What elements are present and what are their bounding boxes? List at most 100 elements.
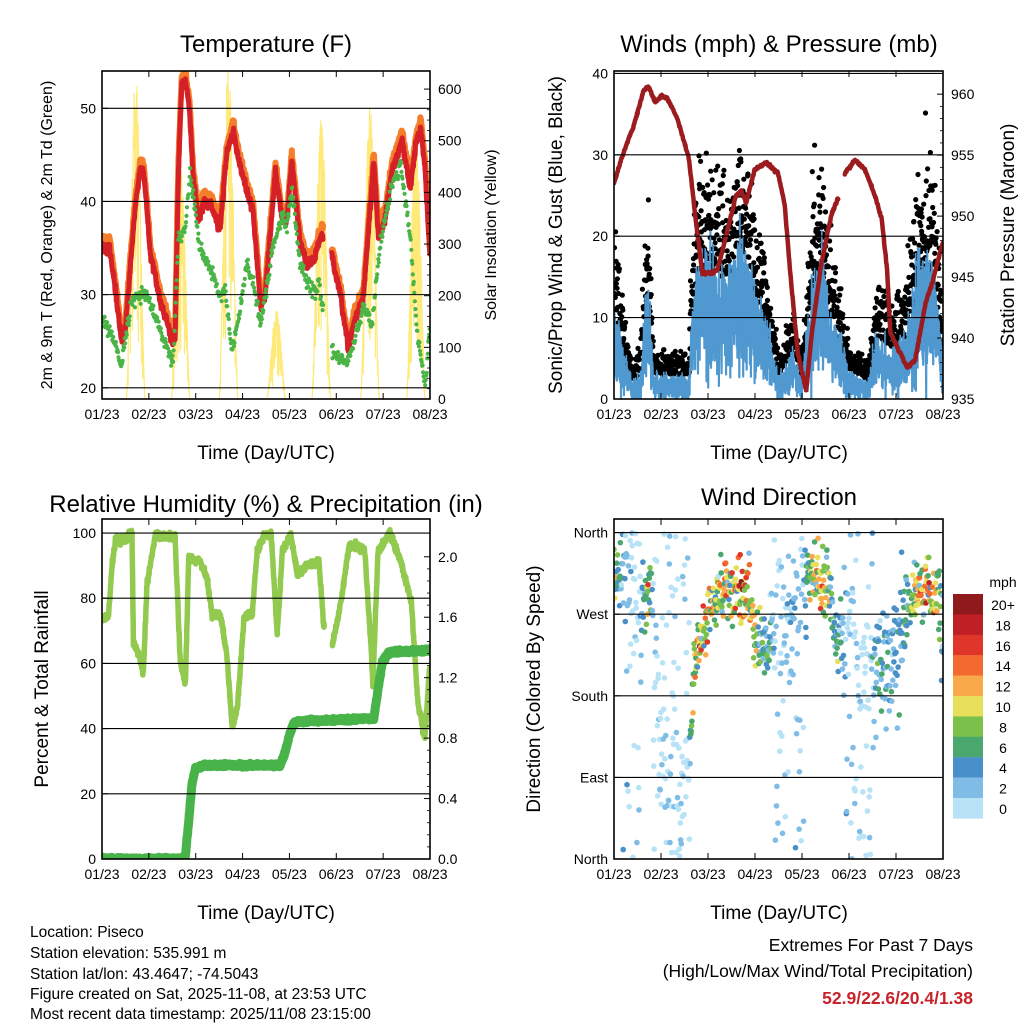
wind-direction-point: [774, 583, 780, 589]
wind-gust-point: [817, 203, 823, 209]
wind-direction-point: [798, 591, 805, 597]
legend-label: 18: [995, 617, 1011, 633]
wind-direction-point: [850, 744, 856, 751]
legend-label: 0: [999, 801, 1007, 817]
legend-swatch: [953, 716, 983, 737]
wind-direction-point: [704, 639, 711, 645]
wind-direction-point: [818, 595, 825, 602]
humidity-plot-area: [102, 527, 430, 859]
wind-direction-point: [803, 624, 809, 631]
dewpoint-point: [283, 224, 289, 229]
wind-gust-point: [895, 293, 901, 299]
wind-direction-point: [860, 639, 866, 646]
wind-direction-point: [669, 593, 676, 599]
dewpoint-point: [140, 294, 145, 299]
wind-direction-point: [802, 603, 809, 609]
wind-direction-point: [849, 590, 856, 596]
wind-direction-point: [796, 826, 802, 832]
wind-gust-point: [939, 327, 943, 333]
dewpoint-point: [159, 330, 164, 335]
wind-direction-point: [616, 602, 623, 609]
y-tick-label: East: [580, 769, 608, 785]
wind-direction-point: [795, 624, 802, 630]
wind-direction-point: [803, 634, 809, 641]
y-tick-label: 60: [80, 655, 96, 671]
dewpoint-point: [259, 317, 264, 322]
wind-direction-point: [669, 849, 675, 856]
wind-direction-point: [771, 645, 777, 652]
wind-gust-point: [622, 324, 628, 330]
humidity-axes: 0 20 40 60 80 100 0.0 0.4 0.8 1.2 1.6 2.0 01/23 02/23…: [73, 518, 458, 882]
wind-direction-point: [824, 564, 831, 571]
wind-gust-point: [872, 305, 878, 311]
legend-swatch: [953, 614, 983, 635]
wind-direction-point: [800, 724, 807, 731]
wind-direction-point: [615, 566, 621, 573]
dewpoint-point: [227, 326, 232, 332]
wind-direction-point: [739, 568, 746, 575]
wind-direction-point: [937, 620, 943, 626]
dewpoint-point: [261, 300, 266, 305]
wind-gust-point: [696, 153, 702, 159]
wind-direction-point: [823, 554, 830, 560]
wind-direction-point: [640, 559, 646, 565]
wind-gust-point: [927, 149, 934, 156]
wind-direction-point: [651, 763, 657, 769]
wind-direction-point: [824, 547, 830, 553]
wind-direction-point: [852, 788, 858, 794]
dewpoint-point: [195, 224, 200, 229]
y-tick-label: 20: [80, 380, 96, 396]
wind-gust-point: [775, 345, 781, 351]
wind-direction-point: [713, 622, 719, 628]
dewpoint-point: [330, 342, 335, 348]
wind-direction-point: [684, 555, 691, 561]
dewpoint-point: [410, 261, 415, 266]
wind-gust-point: [769, 319, 775, 325]
wind-direction-point: [628, 568, 634, 575]
wind-direction-point: [749, 597, 755, 603]
wind-direction-point: [640, 614, 647, 620]
wind-gust-point: [826, 264, 832, 270]
wind-gust-point: [727, 198, 733, 204]
dewpoint-point: [252, 285, 257, 290]
wind-gust-point: [838, 286, 844, 292]
wind-direction-point: [842, 636, 849, 643]
wind-direction-point: [873, 734, 879, 741]
wind-direction-point: [814, 554, 821, 561]
wind-direction-point: [898, 549, 905, 555]
wind-gust-point: [715, 163, 721, 169]
wind-gust-point: [753, 238, 759, 244]
legend-label: 4: [999, 760, 1007, 776]
wind-direction-point: [875, 686, 882, 692]
wind-direction-point: [826, 603, 833, 609]
wind-direction-point: [711, 617, 718, 623]
dewpoint-point: [130, 302, 135, 307]
wind-direction-point: [938, 677, 943, 684]
dewpoint-point: [250, 280, 256, 285]
wind-direction-point: [645, 588, 651, 595]
wind-direction-point: [630, 854, 636, 859]
winds-plot-area: [614, 84, 943, 399]
dewpoint-point: [172, 328, 177, 333]
wind-direction-title: Wind Direction: [701, 484, 857, 511]
wind-direction-point: [937, 603, 943, 610]
wind-direction-point: [670, 735, 676, 741]
wind-direction-point: [764, 665, 771, 671]
wind-direction-point: [667, 771, 674, 777]
dewpoint-point: [288, 202, 293, 207]
wind-gust-point: [836, 298, 842, 304]
wind-direction-point: [777, 670, 784, 677]
wind-gust-point: [628, 355, 634, 362]
wind-gust-point: [709, 177, 715, 183]
wind-direction-point: [681, 811, 687, 818]
dewpoint-point: [230, 347, 235, 352]
extremes-values: 52.9/22.6/20.4/1.38: [822, 988, 973, 1008]
wind-direction-point: [629, 542, 636, 549]
wind-direction-point: [754, 609, 761, 615]
wind-gust-point: [735, 183, 741, 189]
dewpoint-point: [224, 298, 229, 303]
wind-gust-point: [616, 266, 623, 272]
winds-title: Winds (mph) & Pressure (mb): [620, 31, 937, 58]
dewpoint-point: [345, 362, 350, 367]
